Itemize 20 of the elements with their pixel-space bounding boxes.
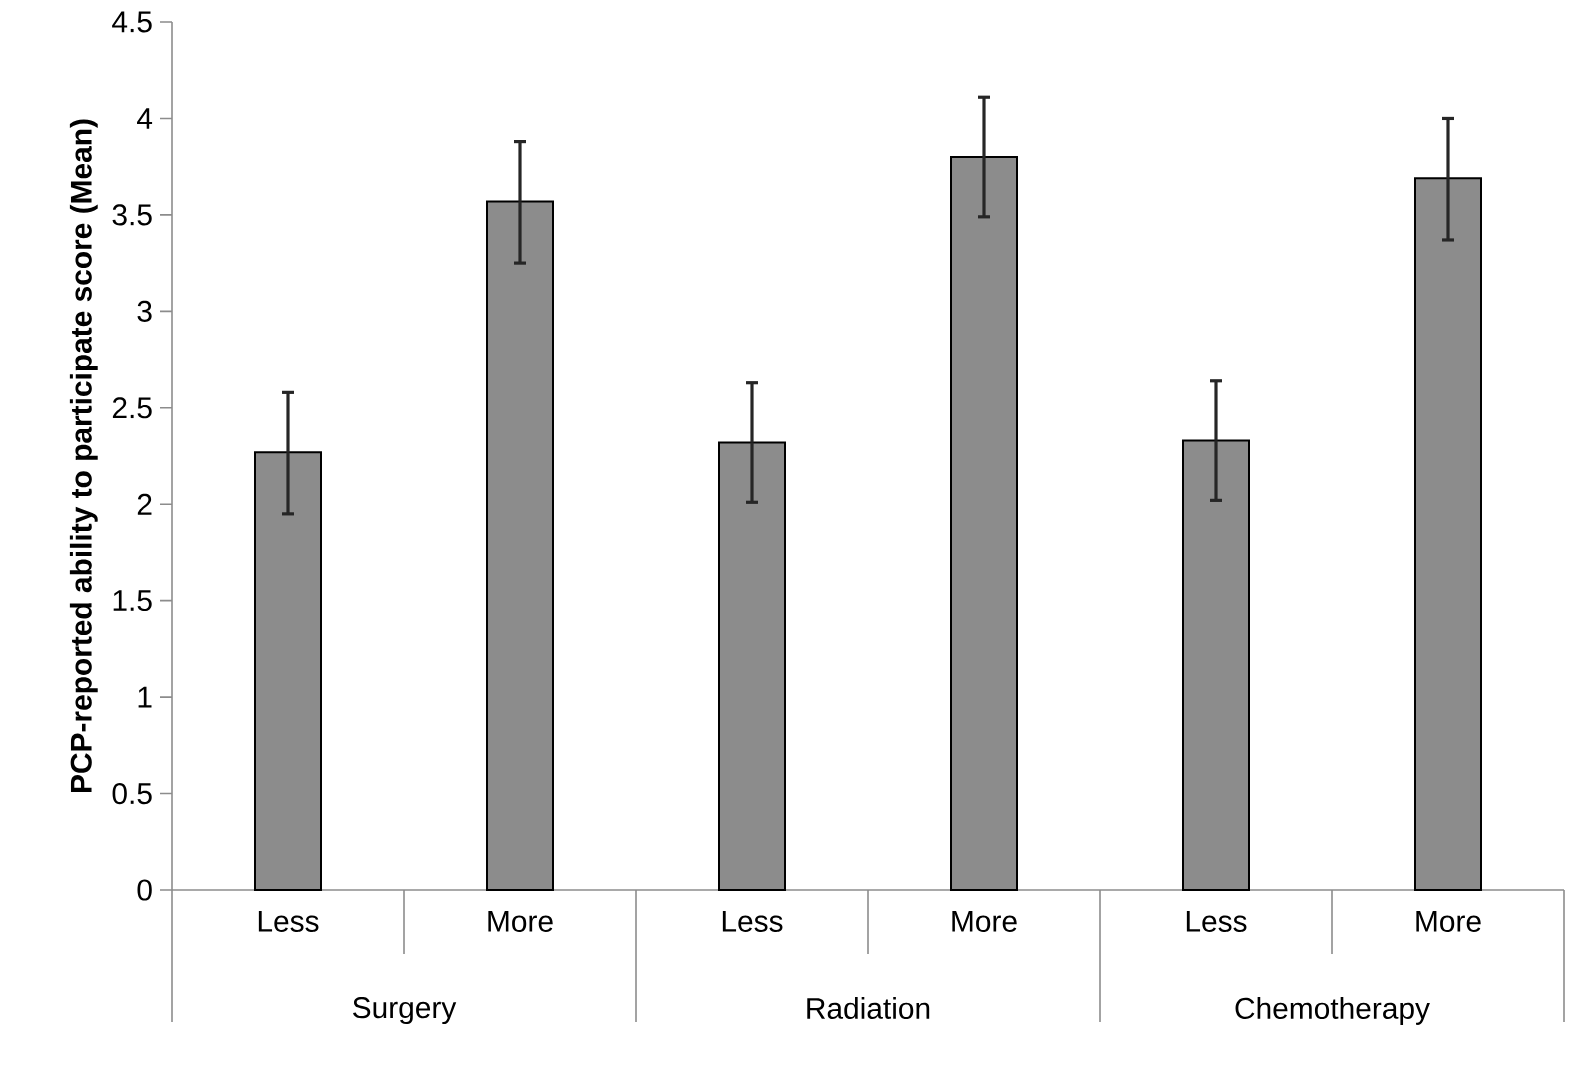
y-tick-label: 4 (137, 108, 153, 129)
y-tick-label: 2 (137, 493, 152, 515)
y-tick-label: 0.5 (112, 782, 152, 805)
y-axis-title: PCP-reported ability to participate score (Mean) (69, 119, 98, 792)
y-tick-label: 4.5 (112, 11, 152, 33)
text: Radiation (807, 997, 930, 1019)
y-tick-label: 3 (137, 300, 152, 322)
x-tick-label: Less (258, 911, 319, 932)
y-tick-label: 1.5 (113, 590, 152, 612)
y-tick-label: 0 (137, 879, 152, 901)
text: Chemotherapy (1235, 997, 1430, 1025)
text: Surgery (353, 997, 457, 1025)
y-tick-label: 1 (138, 686, 152, 708)
y-tick-label: 3.5 (112, 204, 152, 226)
x-tick-label: More (952, 911, 1017, 932)
y-tick-label: 2.5 (112, 397, 152, 419)
x-tick-label: Less (722, 911, 783, 932)
x-tick-label: More (488, 911, 553, 932)
x-tick-label: Less (1186, 911, 1247, 932)
x-tick-label: More (1416, 911, 1481, 932)
